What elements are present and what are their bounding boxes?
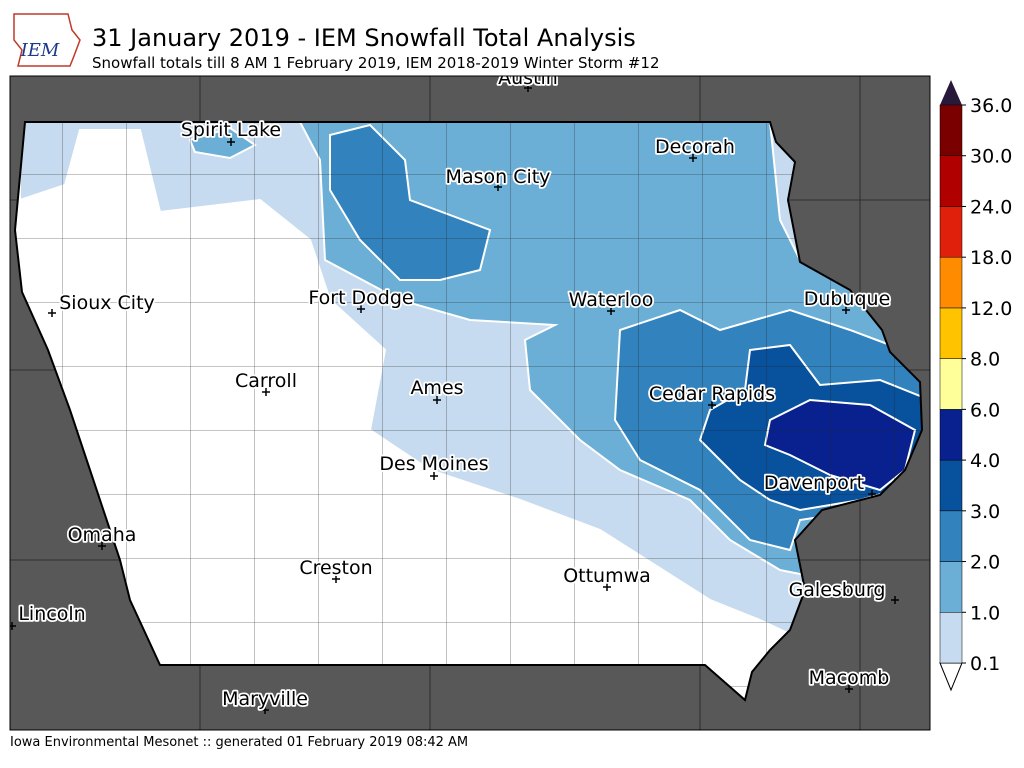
color-segment [939,155,963,207]
city-marker [227,138,235,146]
city-label: Lincoln [18,603,85,625]
colorbar-label: 4.0 [970,450,1000,472]
colorbar-label: 24.0 [970,196,1012,218]
city-label: Mason City [446,166,551,188]
colorbar-label: 0.1 [970,653,1000,675]
city-label: Creston [299,557,372,579]
colorbar-label: 6.0 [970,399,1000,421]
color-segment [939,561,963,613]
logo: IEM [13,13,81,67]
colorbar-label: 3.0 [970,501,1000,523]
color-segment [939,459,963,512]
city-label: Fort Dodge [308,287,413,309]
city-marker [891,596,899,604]
city-label: Galesburg [789,579,886,601]
city-label: Cedar Rapids [649,383,775,405]
city-label: Sioux City [59,292,155,314]
city-label: Waterloo [569,289,654,311]
city-marker [494,183,502,191]
city-marker [10,622,16,630]
title: 31 January 2019 - IEM Snowfall Total Ana… [92,24,636,52]
city-marker [842,306,850,314]
colorbar-top [940,80,962,105]
city-label: Omaha [68,524,137,546]
city-marker [262,388,270,396]
city-label: Macomb [809,667,890,689]
city-marker [868,490,876,498]
city-label: Spirit Lake [181,119,281,141]
color-segment [939,307,963,359]
color-segment [939,409,963,461]
logo-outline [13,13,81,67]
city-marker [708,401,716,409]
county-lines [15,122,922,700]
city-marker [261,706,269,714]
colorbar-label: 36.0 [970,95,1012,117]
map: Austin Spirit Lake Decorah Mason City Sioux … [10,67,930,730]
colorbar-label: 1.0 [970,602,1000,624]
city-marker [433,396,441,404]
city-label: Ames [410,377,463,399]
colorbar-label: 12.0 [970,298,1012,320]
city-marker [357,305,365,313]
city-label: Maryville [222,688,308,710]
colorbar: 0.1 1.0 2.0 3.0 4.0 6.0 8.0 12.0 18.0 24.0 30.0 36.… [939,80,1012,692]
city-marker [48,309,56,317]
logo-text: IEM [20,40,60,61]
subtitle: Snowfall totals till 8 AM 1 February 201… [92,54,660,72]
city-label: Davenport [764,472,864,494]
city-label: Des Moines [379,453,488,475]
colorbar-label: 30.0 [970,146,1012,168]
iowa [15,122,922,700]
color-segment [939,358,963,410]
colorbar-bottom [939,662,963,692]
city-label: Decorah [655,136,735,158]
city-marker [603,583,611,591]
colorbar-label: 8.0 [970,349,1000,371]
colorbar-label: 2.0 [970,552,1000,574]
city-label: Carroll [235,370,297,392]
city-marker [524,84,532,92]
colorbar-label: 18.0 [970,247,1012,269]
city-marker [689,154,697,162]
city-label: Austin [498,67,558,89]
city-marker [430,472,438,480]
city-marker [607,307,615,315]
color-segment [939,256,963,309]
cities: Austin Spirit Lake Decorah Mason City Sioux … [10,67,899,714]
city-marker [332,575,340,583]
city-label: Ottumwa [563,565,651,587]
color-segment [939,206,963,258]
footer: Iowa Environmental Mesonet :: generated … [10,735,468,750]
color-segment [939,612,963,664]
city-label: Dubuque [804,288,891,310]
map-frame [9,75,931,731]
color-segment [939,104,963,156]
color-segment [939,510,963,562]
city-marker [845,685,853,693]
city-marker [98,542,106,550]
